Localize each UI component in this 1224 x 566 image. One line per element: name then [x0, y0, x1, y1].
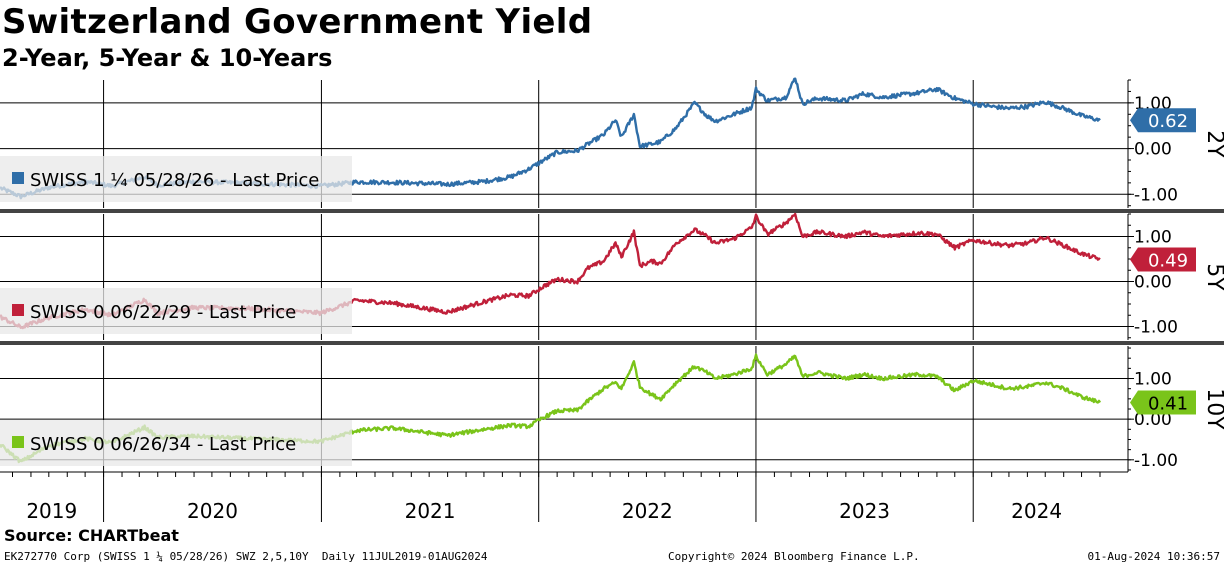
chart-subtitle: 2-Year, 5-Year & 10-Years: [2, 44, 333, 72]
last-value-label: 0.49: [1148, 250, 1188, 271]
security-info: EK272770 Corp (SWISS 1 ¼ 05/28/26) SWZ 2…: [4, 550, 488, 563]
y-tick-label: 0.00: [1134, 140, 1172, 160]
y-tick-label: 1.00: [1134, 228, 1172, 248]
last-value-label: 0.41: [1148, 393, 1188, 414]
x-tick-label: 2020: [187, 499, 238, 523]
x-tick-label: 2024: [1011, 499, 1062, 523]
legend-box: [0, 156, 352, 202]
chart-title: Switzerland Government Yield: [2, 2, 593, 42]
legend-box: [0, 420, 352, 466]
legend-label: SWISS 0 06/22/29 - Last Price: [30, 302, 296, 323]
panel-separator: [0, 341, 1224, 345]
panel-series-name: 10Y: [1202, 388, 1224, 430]
legend-label: SWISS 0 06/26/34 - Last Price: [30, 434, 296, 455]
legend-label: SWISS 1 ¼ 05/28/26 - Last Price: [30, 170, 319, 191]
legend-box: [0, 288, 352, 334]
legend-swatch: [12, 172, 24, 184]
y-tick-label: -1.00: [1134, 451, 1178, 471]
x-tick-label: 2022: [622, 499, 673, 523]
source-note: Source: CHARTbeat: [4, 526, 179, 545]
legend-swatch: [12, 304, 24, 316]
last-value-flag: [1130, 108, 1196, 133]
last-value-label: 0.62: [1148, 111, 1188, 132]
panel-series-name: 5Y: [1202, 263, 1224, 291]
y-tick-label: -1.00: [1134, 185, 1178, 205]
x-tick-label: 2019: [26, 499, 77, 523]
timestamp: 01-Aug-2024 10:36:57: [1087, 550, 1220, 563]
panel-series-name: 2Y: [1202, 130, 1224, 158]
x-tick-label: 2021: [405, 499, 456, 523]
copyright: Copyright© 2024 Bloomberg Finance L.P.: [668, 550, 920, 563]
y-tick-label: -1.00: [1134, 318, 1178, 338]
last-value-flag: [1130, 390, 1196, 415]
last-value-flag: [1130, 247, 1196, 272]
y-tick-label: 1.00: [1134, 370, 1172, 390]
y-tick-label: 0.00: [1134, 410, 1172, 430]
y-tick-label: 0.00: [1134, 273, 1172, 293]
x-tick-label: 2023: [839, 499, 890, 523]
panel-separator: [0, 209, 1224, 213]
legend-swatch: [12, 436, 24, 448]
